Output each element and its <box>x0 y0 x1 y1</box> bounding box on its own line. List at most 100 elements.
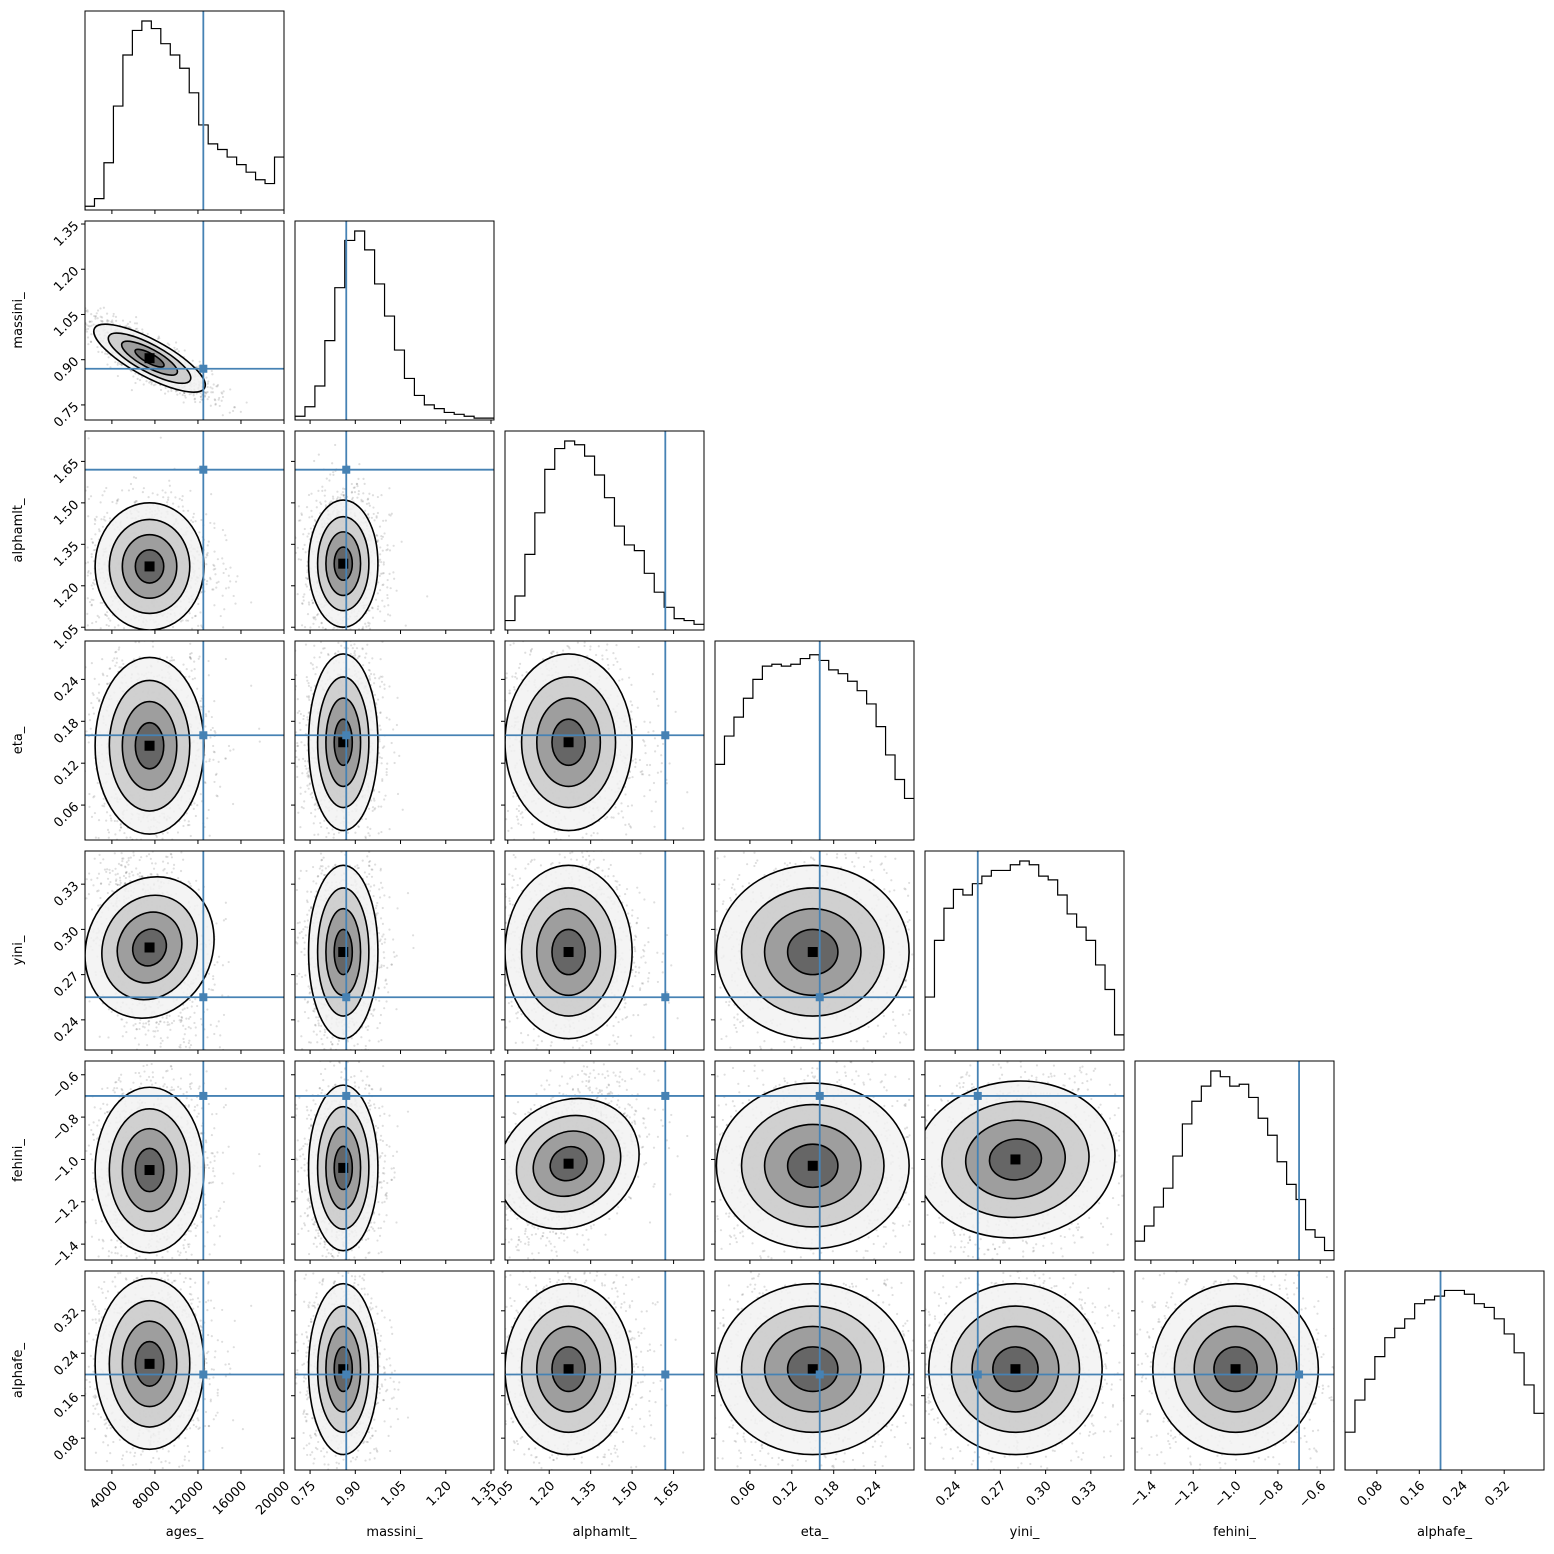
scatter-point <box>129 320 132 323</box>
scatter-point <box>221 392 224 395</box>
scatter-point <box>116 820 119 823</box>
scatter-point <box>157 335 160 338</box>
scatter-point <box>117 643 119 645</box>
scatter-point <box>79 346 81 348</box>
scatter-point <box>46 619 48 621</box>
scatter-point <box>87 571 90 574</box>
scatter-point <box>80 325 82 327</box>
scatter-point <box>367 512 370 515</box>
scatter-point <box>183 819 186 822</box>
scatter-point <box>81 771 83 773</box>
y-tick-label: 1.20 <box>51 264 82 295</box>
scatter-point <box>222 390 225 393</box>
scatter-point <box>204 392 208 395</box>
scatter-point <box>306 564 309 568</box>
scatter-point <box>138 635 140 637</box>
panel-frame <box>294 430 495 631</box>
scatter-point <box>78 308 80 310</box>
scatter-point <box>74 707 76 709</box>
scatter-point <box>95 515 98 519</box>
scatter-point <box>288 605 290 607</box>
scatter-point <box>376 608 379 611</box>
scatter-point <box>136 327 139 330</box>
scatter-point <box>133 646 135 648</box>
scatter-point <box>174 390 178 393</box>
scatter-point <box>188 823 191 827</box>
scatter-point <box>120 363 123 367</box>
scatter-point <box>80 333 82 335</box>
scatter-point <box>125 836 128 839</box>
scatter-point <box>342 493 345 497</box>
scatter-point <box>71 712 73 714</box>
scatter-point <box>233 406 236 409</box>
scatter-point <box>233 406 237 409</box>
scatter-point <box>138 648 140 650</box>
scatter-point <box>378 574 381 577</box>
scatter-point <box>81 583 83 585</box>
scatter-point <box>389 587 392 590</box>
scatter-point <box>200 398 203 401</box>
panel-frame <box>504 430 705 631</box>
scatter-point <box>342 487 345 490</box>
scatter-point <box>305 585 308 588</box>
scatter-point <box>177 845 179 847</box>
scatter-point <box>221 557 224 560</box>
scatter-point <box>135 316 138 319</box>
scatter-point <box>200 624 203 627</box>
scatter-point <box>125 324 128 327</box>
scatter-point <box>87 324 90 327</box>
scatter-point <box>84 638 86 640</box>
scatter-point <box>190 669 193 672</box>
scatter-point <box>93 517 97 521</box>
scatter-point <box>316 614 319 617</box>
y-tick-label: 1.35 <box>51 539 82 570</box>
scatter-point <box>376 540 379 543</box>
scatter-point <box>144 858 146 860</box>
scatter-point <box>181 495 184 498</box>
scatter-point <box>205 715 208 718</box>
scatter-point <box>327 636 329 638</box>
scatter-point <box>227 574 230 577</box>
scatter-point <box>181 393 184 397</box>
scatter-point <box>374 598 378 601</box>
scatter-point <box>194 814 197 818</box>
histogram-alphamlt_ <box>505 440 704 630</box>
scatter-point <box>206 398 209 401</box>
scatter-point <box>168 484 171 487</box>
scatter-point <box>390 512 393 515</box>
scatter-point <box>141 491 144 494</box>
scatter-point <box>310 509 313 512</box>
scatter-point <box>134 641 137 644</box>
scatter-point <box>349 642 351 644</box>
scatter-point <box>110 819 113 822</box>
scatter-point <box>80 715 82 717</box>
scatter-point <box>112 312 115 316</box>
scatter-point <box>183 394 186 397</box>
scatter-point <box>333 626 336 629</box>
scatter-point <box>86 597 89 600</box>
scatter-point <box>392 571 395 574</box>
scatter-point <box>372 512 375 516</box>
scatter-point <box>357 477 360 480</box>
scatter-point <box>382 561 385 564</box>
scatter-point <box>213 604 216 607</box>
scatter-point <box>33 293 35 295</box>
scatter-point <box>379 553 382 556</box>
scatter-point <box>386 544 389 547</box>
scatter-point <box>61 299 63 301</box>
scatter-point <box>222 626 225 629</box>
scatter-point <box>100 518 103 521</box>
scatter-point <box>382 563 385 566</box>
histogram-ages_ <box>85 20 284 210</box>
scatter-point <box>99 315 102 318</box>
y-tick-label: 0.90 <box>51 354 82 385</box>
scatter-point <box>333 638 335 640</box>
scatter-point <box>107 319 110 323</box>
scatter-point <box>168 632 170 634</box>
scatter-point <box>364 509 367 512</box>
scatter-point <box>245 401 248 404</box>
scatter-point <box>296 546 299 549</box>
scatter-point <box>117 498 120 501</box>
scatter-point <box>100 316 104 319</box>
scatter-point <box>214 567 217 570</box>
